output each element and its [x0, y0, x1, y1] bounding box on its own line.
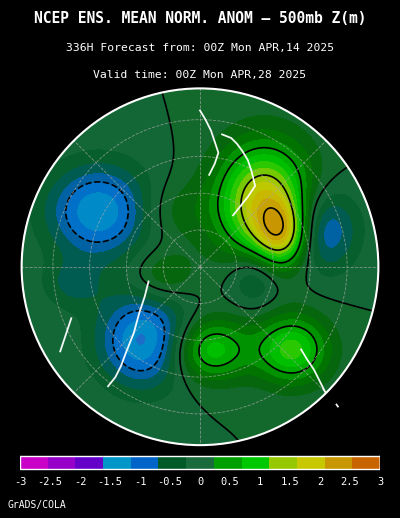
Circle shape: [22, 89, 378, 445]
Text: -2: -2: [74, 477, 86, 487]
Text: -1: -1: [134, 477, 146, 487]
Text: GrADS/COLA: GrADS/COLA: [8, 500, 67, 510]
Text: -3: -3: [14, 477, 26, 487]
Text: 0: 0: [197, 477, 203, 487]
Text: 2.5: 2.5: [341, 477, 359, 487]
FancyArrow shape: [380, 454, 400, 471]
Text: 2: 2: [317, 477, 323, 487]
Bar: [214, 456, 242, 469]
Bar: [20, 456, 380, 469]
Bar: [242, 456, 269, 469]
Bar: [20, 456, 48, 469]
Text: NCEP ENS. MEAN NORM. ANOM – 500mb Z(m): NCEP ENS. MEAN NORM. ANOM – 500mb Z(m): [34, 11, 366, 26]
FancyArrow shape: [0, 454, 20, 471]
Text: 1: 1: [257, 477, 263, 487]
Text: 1.5: 1.5: [281, 477, 299, 487]
Text: -1.5: -1.5: [98, 477, 122, 487]
Bar: [158, 456, 186, 469]
Text: -2.5: -2.5: [38, 477, 62, 487]
Bar: [269, 456, 297, 469]
Bar: [48, 456, 75, 469]
Bar: [131, 456, 158, 469]
Bar: [186, 456, 214, 469]
Text: -0.5: -0.5: [158, 477, 182, 487]
Text: 336H Forecast from: 00Z Mon APR,14 2025: 336H Forecast from: 00Z Mon APR,14 2025: [66, 43, 334, 53]
Bar: [75, 456, 103, 469]
Bar: [325, 456, 352, 469]
Bar: [297, 456, 325, 469]
Circle shape: [22, 89, 378, 445]
Bar: [103, 456, 131, 469]
Text: Valid time: 00Z Mon APR,28 2025: Valid time: 00Z Mon APR,28 2025: [94, 69, 306, 80]
Text: 0.5: 0.5: [221, 477, 239, 487]
Polygon shape: [7, 74, 393, 460]
Text: 3: 3: [377, 477, 383, 487]
Bar: [352, 456, 380, 469]
